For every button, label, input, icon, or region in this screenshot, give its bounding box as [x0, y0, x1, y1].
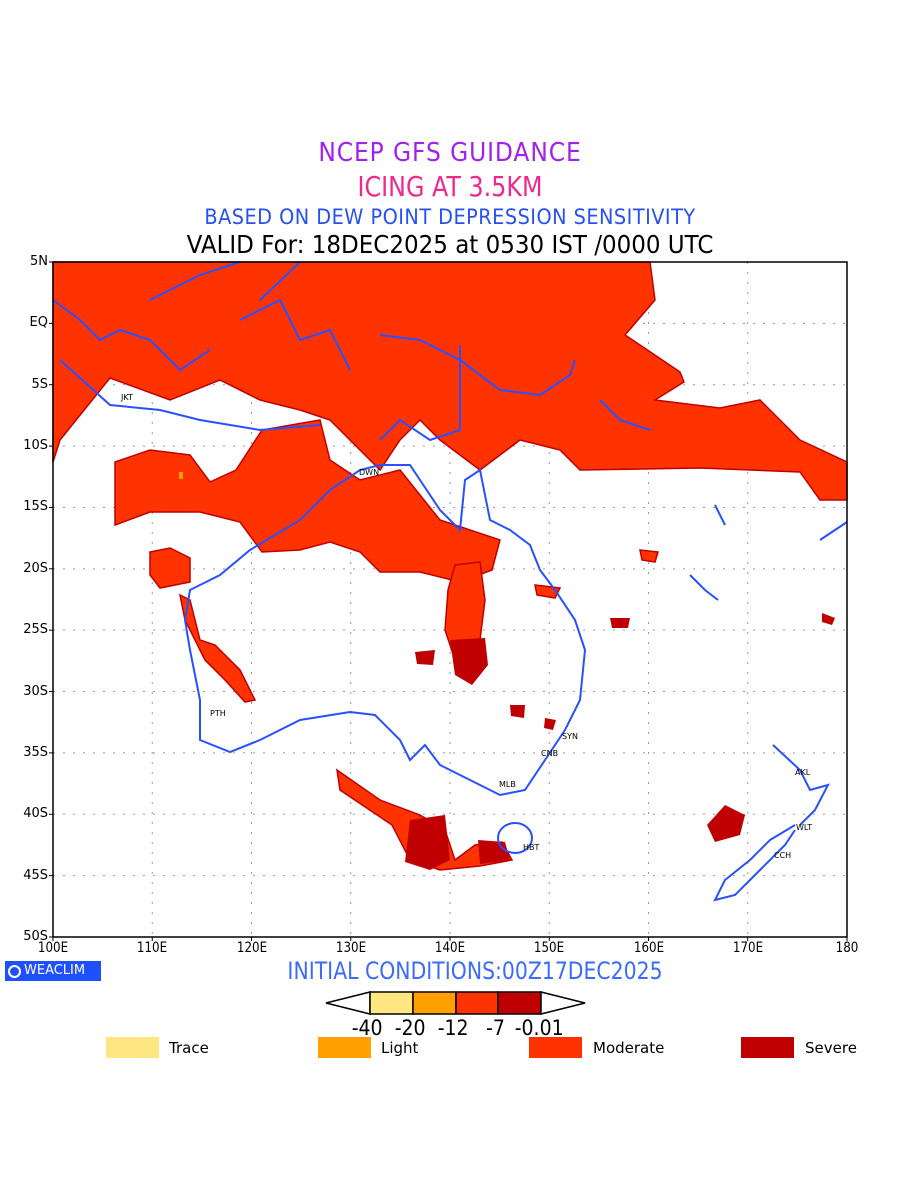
- city-label: SYN: [562, 732, 578, 741]
- icing-severe-areas: [405, 613, 835, 870]
- lon-tick-label: 120E: [236, 940, 267, 956]
- colorbar: [325, 991, 586, 1015]
- title-method: BASED ON DEW POINT DEPRESSION SENSITIVIT…: [204, 205, 696, 229]
- city-label: CCH: [774, 851, 792, 860]
- title-model: NCEP GFS GUIDANCE: [318, 138, 582, 168]
- lat-tick-label: 35S: [23, 744, 48, 760]
- colorbar-moderate: [455, 991, 499, 1015]
- title-product: ICING AT 3.5KM: [357, 170, 543, 203]
- lat-tick-label: 45S: [23, 867, 48, 883]
- lat-tick-label: 5S: [31, 376, 48, 392]
- lat-tick-label: 50S: [23, 929, 48, 944]
- lon-tick-label: 110E: [137, 940, 168, 956]
- lat-tick-label: 25S: [23, 622, 48, 638]
- lat-tick-label: 40S: [23, 806, 48, 822]
- legend-label-light: Light: [381, 1039, 419, 1057]
- lat-tick-label: 10S: [23, 438, 48, 454]
- colorbar-light: [412, 991, 457, 1015]
- lon-tick-label: 150E: [534, 940, 565, 956]
- lat-tick-label: 20S: [23, 560, 48, 576]
- colorbar-tick: -7: [486, 1016, 505, 1040]
- city-label: AKL: [795, 768, 811, 777]
- city-label: HBT: [523, 843, 540, 852]
- colorbar-tick: -0.01: [514, 1016, 564, 1040]
- city-label: CNB: [541, 749, 559, 758]
- legend-swatch-light: [318, 1037, 371, 1058]
- city-label: PTH: [210, 709, 226, 718]
- lat-tick-label: 15S: [23, 499, 48, 515]
- title-valid-time: VALID For: 18DEC2025 at 0530 IST /0000 U…: [186, 230, 714, 259]
- copyright-icon: [8, 964, 21, 978]
- colorbar-severe: [497, 991, 542, 1015]
- legend-label-moderate: Moderate: [593, 1039, 665, 1057]
- initial-conditions: INITIAL CONDITIONS:00Z17DEC2025: [287, 957, 663, 985]
- lon-tick-label: 130E: [335, 940, 366, 956]
- city-label: MLB: [499, 780, 516, 789]
- legend-swatch-trace: [106, 1037, 159, 1058]
- icing-light-areas: [179, 472, 183, 479]
- lat-tick-label: EQ: [29, 315, 48, 331]
- colorbar-tick: -20: [394, 1016, 426, 1040]
- lon-tick-label: 140E: [434, 940, 466, 956]
- lon-tick-label: 170E: [732, 940, 763, 956]
- coastlines: [52, 261, 848, 902]
- legend-swatch-moderate: [529, 1037, 582, 1058]
- lat-tick-label: 5N: [30, 254, 48, 269]
- colorbar-tick: -12: [437, 1016, 469, 1040]
- lon-tick-label: 100E: [37, 940, 69, 956]
- colorbar-tick: -40: [351, 1016, 383, 1040]
- lon-tick-label: 180: [835, 940, 859, 956]
- lat-tick-label: 30S: [23, 683, 48, 699]
- city-label: WLT: [796, 823, 813, 832]
- lon-tick-label: 160E: [633, 940, 664, 956]
- city-label: DWN: [359, 468, 380, 477]
- legend-label-severe: Severe: [805, 1039, 857, 1057]
- colorbar-high-arrow: [540, 991, 586, 1015]
- colorbar-trace: [369, 991, 414, 1015]
- legend-swatch-severe: [741, 1037, 794, 1058]
- brand-label: WEACLIM: [24, 963, 86, 978]
- colorbar-low-arrow: [325, 991, 371, 1015]
- icing-moderate-areas: [52, 261, 848, 871]
- weaclim-logo: WEACLIM: [5, 961, 101, 981]
- city-label: JKT: [121, 393, 133, 402]
- legend-label-trace: Trace: [169, 1039, 209, 1057]
